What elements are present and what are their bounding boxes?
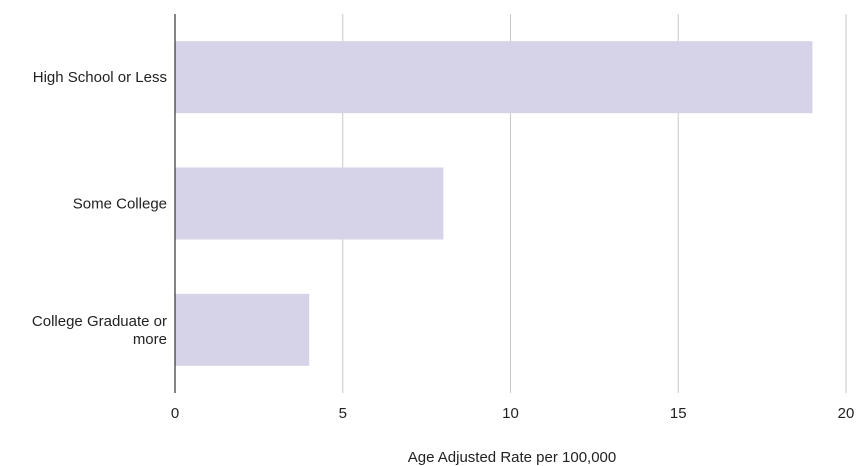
x-tick-label: 20	[838, 405, 855, 422]
category-labels: High School or Less Some College College G…	[32, 69, 167, 348]
category-label: Some College	[73, 196, 167, 213]
x-tick-label: 10	[502, 405, 519, 422]
x-tick-label: 0	[171, 405, 179, 422]
x-axis-title: Age Adjusted Rate per 100,000	[408, 449, 617, 466]
category-label: College Graduate or	[32, 313, 167, 330]
x-tick-label: 15	[670, 405, 687, 422]
bar	[175, 167, 444, 240]
bar	[175, 41, 813, 114]
bars	[175, 41, 813, 366]
x-tick-label: 5	[339, 405, 347, 422]
category-label: more	[133, 331, 167, 348]
category-label: High School or Less	[33, 69, 167, 86]
bar	[175, 293, 310, 366]
x-tick-labels: 0 5 10 15 20	[171, 405, 855, 422]
